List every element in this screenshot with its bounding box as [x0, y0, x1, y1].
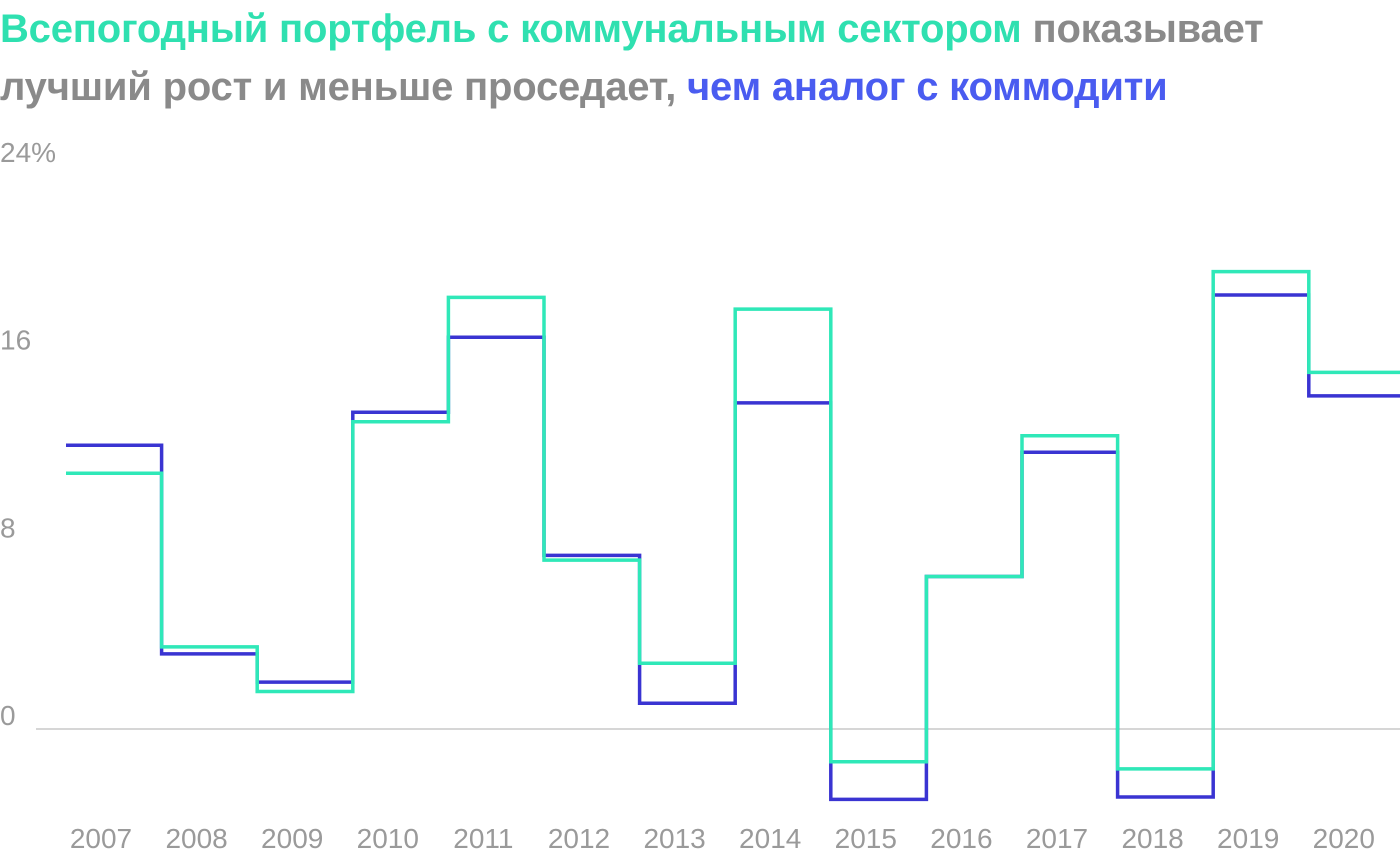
- x-tick-label: 2010: [357, 823, 419, 854]
- y-tick-label: 0: [0, 700, 16, 731]
- y-tick-label: 24%: [0, 137, 56, 168]
- x-tick-label: 2018: [1121, 823, 1183, 854]
- x-tick-label: 2013: [643, 823, 705, 854]
- x-tick-label: 2017: [1026, 823, 1088, 854]
- x-axis-ticks: 2007 2008 2009 2010 2011 2012 2013 2014 2015 2016…: [70, 823, 1375, 854]
- utilities-portfolio-line: [66, 269, 1400, 771]
- x-tick-label: 2016: [930, 823, 992, 854]
- chart-title-middle: показывает лучший рост и меньше проседае…: [0, 7, 1264, 109]
- y-tick-label: 8: [0, 512, 16, 543]
- x-tick-label: 2020: [1313, 823, 1375, 854]
- chart-title-highlight: Всепогодный портфель с коммунальным сект…: [0, 7, 1022, 51]
- x-tick-label: 2011: [453, 823, 513, 854]
- x-tick-label: 2015: [835, 823, 897, 854]
- y-tick-label: 16: [0, 325, 31, 356]
- commodities-portfolio-line: [66, 293, 1400, 802]
- chart-title-tail: чем аналог с коммодити: [687, 65, 1168, 109]
- x-tick-label: 2007: [70, 823, 132, 854]
- series-layer: [66, 269, 1400, 802]
- x-tick-label: 2009: [261, 823, 323, 854]
- x-tick-label: 2019: [1217, 823, 1279, 854]
- x-tick-label: 2008: [165, 823, 227, 854]
- x-tick-label: 2012: [548, 823, 610, 854]
- x-tick-label: 2014: [739, 823, 801, 854]
- y-axis-ticks: 24% 16 8 0: [0, 137, 56, 731]
- chart-title: Всепогодный портфель с коммунальным сект…: [0, 0, 1400, 116]
